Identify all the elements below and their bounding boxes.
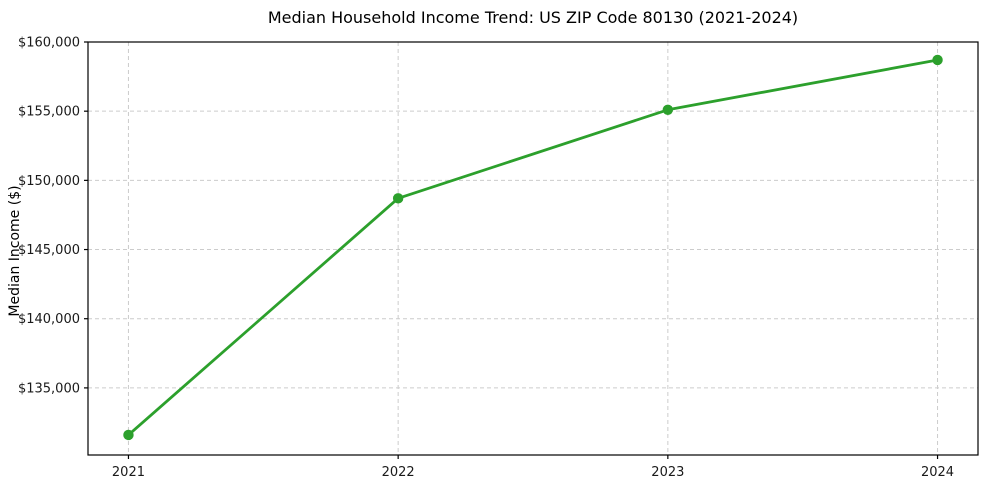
y-tick-label: $160,000 [18,36,80,51]
plot-background [88,42,978,455]
data-point-marker [932,54,943,66]
y-tick-label: $135,000 [18,381,80,396]
x-tick-label: 2023 [651,465,684,480]
y-tick-label: $155,000 [18,105,80,120]
x-tick-label: 2022 [382,465,415,480]
y-tick-label: $150,000 [18,174,80,189]
trend-line [127,58,939,437]
chart-title: Median Household Income Trend: US ZIP Co… [267,8,799,27]
y-tick-label: $140,000 [18,312,80,327]
x-tick-label: 2024 [921,465,954,480]
y-tick-label: $145,000 [18,243,80,258]
data-point-marker [123,429,134,441]
plot-border [87,41,979,456]
data-point-marker [662,104,674,115]
data-point-marker [392,193,404,204]
x-tick-label: 2021 [112,465,145,480]
